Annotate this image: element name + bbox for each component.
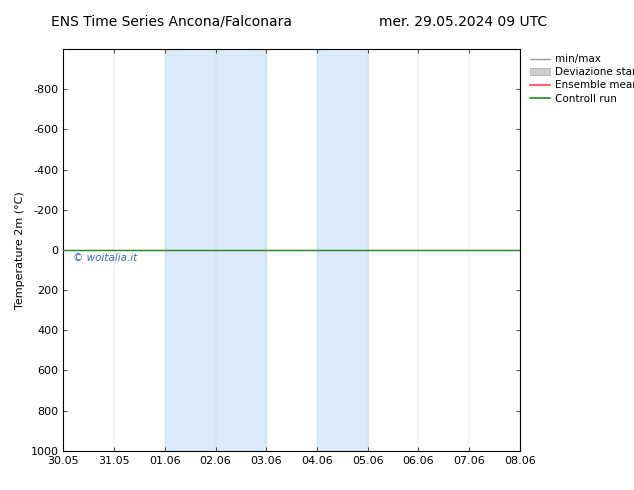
Y-axis label: Temperature 2m (°C): Temperature 2m (°C) bbox=[15, 191, 25, 309]
Legend: min/max, Deviazione standard, Ensemble mean run, Controll run: min/max, Deviazione standard, Ensemble m… bbox=[529, 54, 634, 103]
Bar bbox=[317, 49, 368, 451]
Bar bbox=[165, 49, 266, 451]
Text: mer. 29.05.2024 09 UTC: mer. 29.05.2024 09 UTC bbox=[378, 15, 547, 29]
Text: © woitalia.it: © woitalia.it bbox=[72, 253, 137, 263]
Text: ENS Time Series Ancona/Falconara: ENS Time Series Ancona/Falconara bbox=[51, 15, 292, 29]
